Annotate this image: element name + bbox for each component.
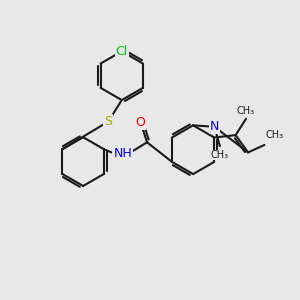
Text: CH₃: CH₃ <box>237 106 255 116</box>
Text: NH: NH <box>113 147 132 160</box>
Text: CH₃: CH₃ <box>211 150 229 160</box>
Text: O: O <box>136 116 146 129</box>
Text: Cl: Cl <box>116 45 128 58</box>
Text: S: S <box>104 115 112 128</box>
Text: N: N <box>210 120 219 133</box>
Text: CH₃: CH₃ <box>266 130 284 140</box>
